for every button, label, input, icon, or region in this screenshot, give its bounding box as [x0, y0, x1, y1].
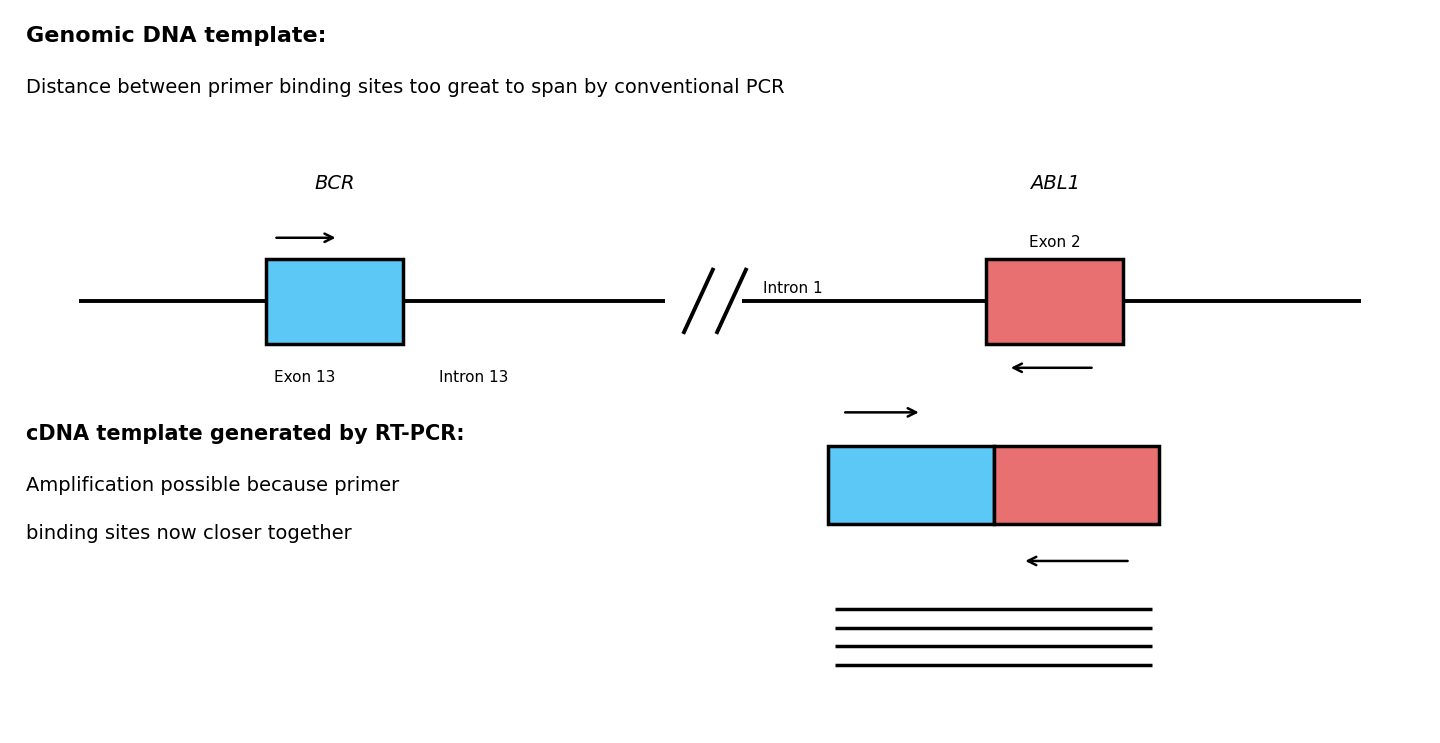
Text: binding sites now closer together: binding sites now closer together	[26, 524, 351, 543]
Text: BCR: BCR	[314, 174, 356, 193]
Text: cDNA template generated by RT-PCR:: cDNA template generated by RT-PCR:	[26, 424, 465, 444]
Bar	[828, 446, 994, 524]
Text: Exon 13: Exon 13	[274, 370, 336, 385]
Text: Intron 1: Intron 1	[763, 281, 822, 296]
Bar	[986, 259, 1123, 344]
Bar	[266, 259, 403, 344]
Text: Amplification possible because primer: Amplification possible because primer	[26, 476, 399, 495]
Bar	[994, 446, 1159, 524]
Text: Exon 2: Exon 2	[1030, 235, 1080, 250]
Text: ABL1: ABL1	[1030, 174, 1080, 193]
Text: Distance between primer binding sites too great to span by conventional PCR: Distance between primer binding sites to…	[26, 78, 785, 97]
Text: Genomic DNA template:: Genomic DNA template:	[26, 26, 327, 46]
Text: Intron 13: Intron 13	[439, 370, 508, 385]
